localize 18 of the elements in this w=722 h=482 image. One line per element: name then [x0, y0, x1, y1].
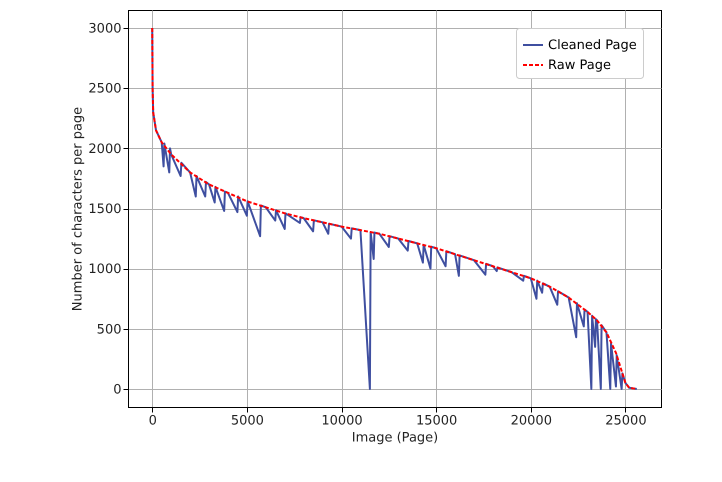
- x-axis-title: Image (Page): [352, 430, 438, 446]
- x-tick-label: 10000: [321, 414, 363, 428]
- x-tick-label: 25000: [605, 414, 647, 428]
- x-tick-label: 5000: [230, 414, 264, 428]
- y-axis-title: Number of characters per page: [70, 106, 86, 312]
- x-tick-label: 15000: [416, 414, 458, 428]
- legend-label: Raw Page: [548, 58, 611, 73]
- y-tick-label: 2500: [88, 82, 122, 97]
- y-tick-label: 500: [96, 322, 122, 338]
- y-tick-label: 1500: [88, 202, 122, 217]
- x-tick-label: 20000: [510, 414, 552, 428]
- y-tick-label: 3000: [88, 22, 122, 37]
- y-tick-label: 0: [113, 382, 122, 398]
- line-series: [151, 27, 638, 390]
- y-tick-label: 1000: [88, 262, 122, 278]
- y-tick-label: 2000: [88, 142, 122, 157]
- legend-label: Cleaned Page: [548, 38, 637, 53]
- x-tick-label: 0: [148, 414, 157, 428]
